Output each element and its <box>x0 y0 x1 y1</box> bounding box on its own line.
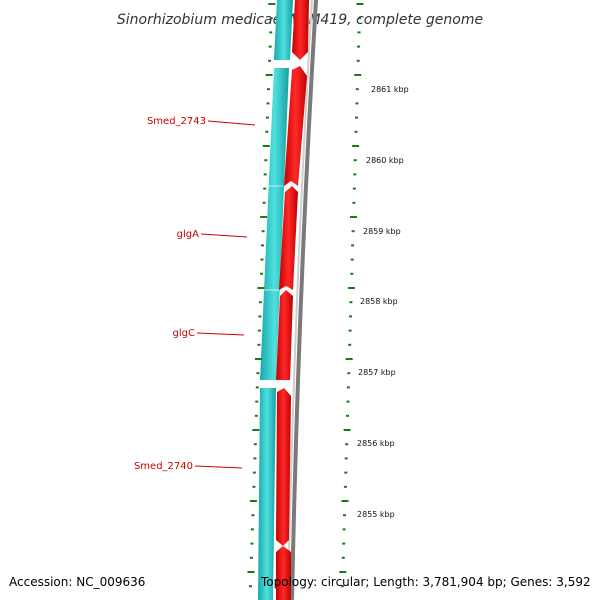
cds-forward-4 <box>276 290 293 380</box>
gene-label-glgc: glgC <box>173 328 195 339</box>
gene-leader <box>207 120 256 126</box>
cds-reverse-2 <box>260 68 289 380</box>
cds-forward-5 <box>276 388 291 546</box>
gene-label-smed-2740: Smed_2740 <box>134 461 193 472</box>
backbone-arc-highlight <box>287 0 313 600</box>
gene-leader <box>194 465 243 469</box>
accession-label: Accession: NC_009636 <box>9 575 146 589</box>
kbp-label-2859: 2859 kbp <box>363 227 401 236</box>
gene-leader <box>196 332 245 336</box>
kbp-label-2860: 2860 kbp <box>366 156 404 165</box>
gene-leader <box>200 233 248 238</box>
cds-forward-2 <box>284 66 307 186</box>
cds-forward-1 <box>292 0 309 60</box>
cds-reverse-1 <box>274 0 293 60</box>
kbp-label-2858: 2858 kbp <box>360 297 398 306</box>
gene-label-smed-2743: Smed_2743 <box>147 116 206 127</box>
kbp-label-2856: 2856 kbp <box>357 439 395 448</box>
kbp-label-2861: 2861 kbp <box>371 85 409 94</box>
cds-forward-3 <box>279 186 298 290</box>
topology-label: Topology: circular; Length: 3,781,904 bp… <box>261 575 591 589</box>
outer-tick-ring <box>339 3 364 588</box>
inner-tick-ring <box>247 3 276 588</box>
cds-forward-6 <box>276 546 291 600</box>
cds-reverse-3 <box>258 388 276 600</box>
kbp-label-2855: 2855 kbp <box>357 510 395 519</box>
backbone-arc <box>290 0 318 600</box>
kbp-label-2857: 2857 kbp <box>358 368 396 377</box>
gene-label-glga: glgA <box>177 229 199 240</box>
